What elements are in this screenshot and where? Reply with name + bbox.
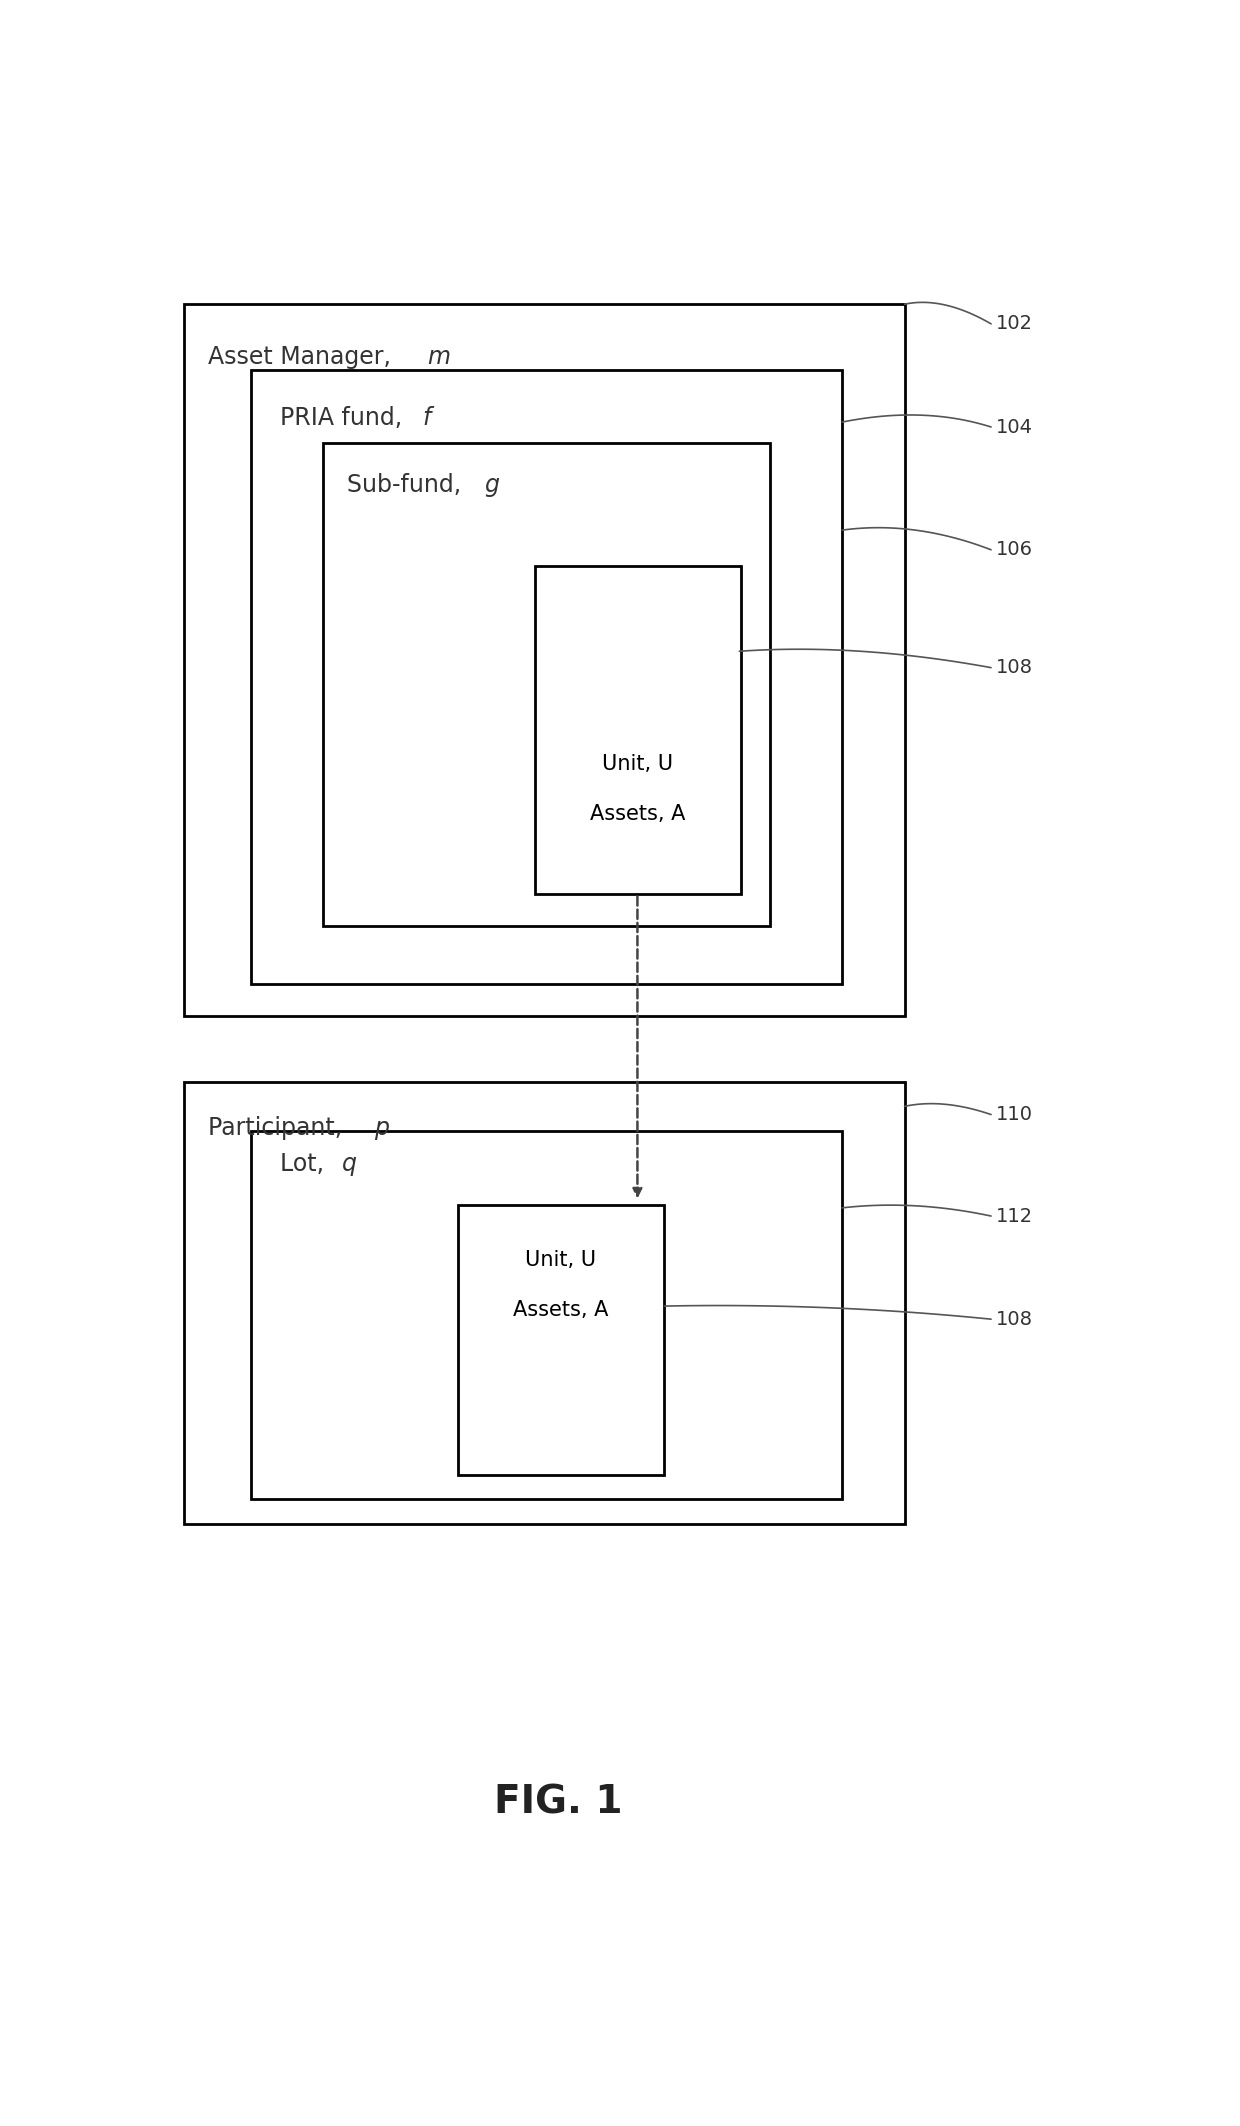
Text: f: f <box>422 406 430 429</box>
Text: Assets, A: Assets, A <box>513 1299 609 1320</box>
Text: PRIA fund,: PRIA fund, <box>280 406 409 429</box>
Text: Unit, U: Unit, U <box>601 755 673 774</box>
Bar <box>184 1082 904 1524</box>
Bar <box>534 566 742 893</box>
Bar <box>324 444 770 927</box>
Text: p: p <box>374 1116 389 1140</box>
Text: 106: 106 <box>996 540 1033 559</box>
Bar <box>250 370 842 984</box>
Bar <box>458 1205 665 1475</box>
Text: Unit, U: Unit, U <box>525 1250 596 1271</box>
Text: q: q <box>342 1152 357 1176</box>
Bar <box>184 304 904 1016</box>
Text: FIG. 1: FIG. 1 <box>495 1784 622 1822</box>
Text: 110: 110 <box>996 1106 1033 1125</box>
Text: Lot,: Lot, <box>280 1152 331 1176</box>
Text: 108: 108 <box>996 1310 1033 1329</box>
Text: g: g <box>485 472 500 497</box>
Text: 102: 102 <box>996 315 1033 334</box>
Bar <box>250 1131 842 1499</box>
Text: Participant,: Participant, <box>208 1116 350 1140</box>
Text: Sub-fund,: Sub-fund, <box>347 472 469 497</box>
Text: 112: 112 <box>996 1208 1033 1225</box>
Text: Assets, A: Assets, A <box>590 804 686 823</box>
Text: 104: 104 <box>996 417 1033 436</box>
Text: Asset Manager,: Asset Manager, <box>208 344 398 370</box>
Text: 108: 108 <box>996 659 1033 678</box>
Text: m: m <box>427 344 450 370</box>
